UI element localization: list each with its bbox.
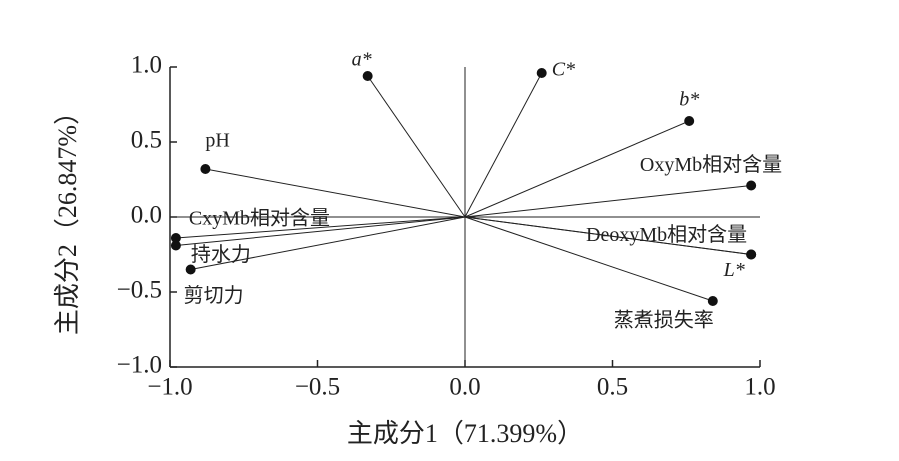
point — [170, 233, 181, 243]
x-tick-label: −1.0 — [147, 374, 192, 401]
point — [746, 180, 757, 191]
y-tick-label: −0.5 — [117, 277, 162, 304]
y-tick-label: 0.5 — [131, 127, 162, 154]
point-label: pH — [205, 130, 229, 152]
point — [362, 71, 373, 81]
loading-vector — [175, 216, 466, 246]
x-axis-title: 主成分1（71.399%） — [347, 419, 583, 448]
loading-vector — [464, 185, 752, 218]
point-label: 蒸煮损失率 — [614, 309, 714, 332]
point — [185, 264, 196, 275]
point-label: b* — [679, 89, 699, 111]
point-label: 剪切力 — [184, 284, 244, 307]
point-label: C* — [552, 59, 575, 81]
point — [200, 164, 211, 174]
point — [536, 68, 547, 78]
point-label: CxyMb相对含量 — [189, 207, 330, 230]
x-tick-label: 0.5 — [597, 374, 628, 401]
loading-vector — [464, 72, 543, 218]
loading-vector — [205, 168, 466, 218]
x-tick-label: 1.0 — [744, 374, 775, 401]
loading-vector — [367, 75, 466, 218]
loading-vector — [464, 216, 713, 302]
y-tick-label: 0.0 — [131, 202, 162, 229]
point-label: L* — [723, 259, 745, 281]
loading-vector — [464, 216, 752, 255]
point — [684, 116, 695, 126]
loading-vector — [190, 216, 466, 270]
point-label: DeoxyMb相对含量 — [586, 223, 747, 246]
point — [170, 240, 181, 251]
point-label: 持水力 — [191, 243, 251, 266]
point-label: a* — [352, 49, 372, 71]
y-axis-title: 主成分2（26.847%） — [53, 99, 82, 335]
point-label: OxyMb相对含量 — [640, 153, 782, 176]
x-tick-label: 0.0 — [449, 374, 480, 401]
y-tick-label: 1.0 — [131, 52, 162, 79]
point — [746, 249, 757, 260]
loading-vector — [464, 120, 690, 218]
loading-vector — [175, 216, 466, 239]
y-tick-label: −1.0 — [117, 352, 162, 379]
x-tick-label: −0.5 — [295, 374, 340, 401]
point — [707, 296, 718, 306]
